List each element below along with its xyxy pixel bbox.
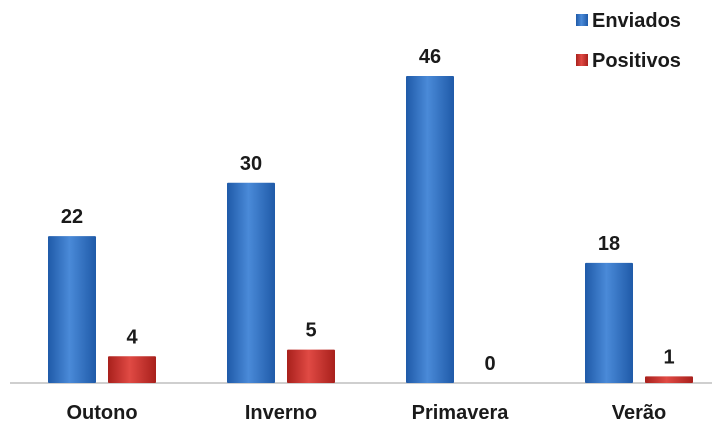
value-label-positivos-verão: 1 xyxy=(663,346,674,368)
bar-positivos-inverno xyxy=(287,349,335,383)
value-label-enviados-inverno: 30 xyxy=(240,153,262,175)
bar-enviados-inverno xyxy=(227,182,275,383)
legend-label-enviados: Enviados xyxy=(592,10,681,32)
value-label-positivos-outono: 4 xyxy=(126,326,138,348)
bar-enviados-primavera xyxy=(406,76,454,383)
category-label-verão: Verão xyxy=(612,402,666,424)
bars-group xyxy=(48,76,693,383)
legend: Enviados Positivos xyxy=(576,10,681,72)
value-label-enviados-outono: 22 xyxy=(61,206,83,228)
category-label-inverno: Inverno xyxy=(245,402,317,424)
bar-enviados-verão xyxy=(585,262,633,383)
bar-positivos-verão xyxy=(645,376,693,383)
value-label-positivos-inverno: 5 xyxy=(305,320,316,342)
bar-positivos-outono xyxy=(108,356,156,383)
legend-label-positivos: Positivos xyxy=(592,50,681,72)
legend-swatch-positivos xyxy=(576,54,588,66)
legend-swatch-enviados xyxy=(576,14,588,26)
category-label-primavera: Primavera xyxy=(412,402,510,424)
value-label-positivos-primavera: 0 xyxy=(484,353,495,375)
value-labels-group: 22 30 46 18 4 5 0 1 xyxy=(61,46,675,375)
category-label-outono: Outono xyxy=(66,402,137,424)
bar-enviados-outono xyxy=(48,236,96,383)
value-label-enviados-primavera: 46 xyxy=(419,46,441,68)
category-labels-group: Outono Inverno Primavera Verão xyxy=(66,402,666,424)
value-label-enviados-verão: 18 xyxy=(598,233,620,255)
